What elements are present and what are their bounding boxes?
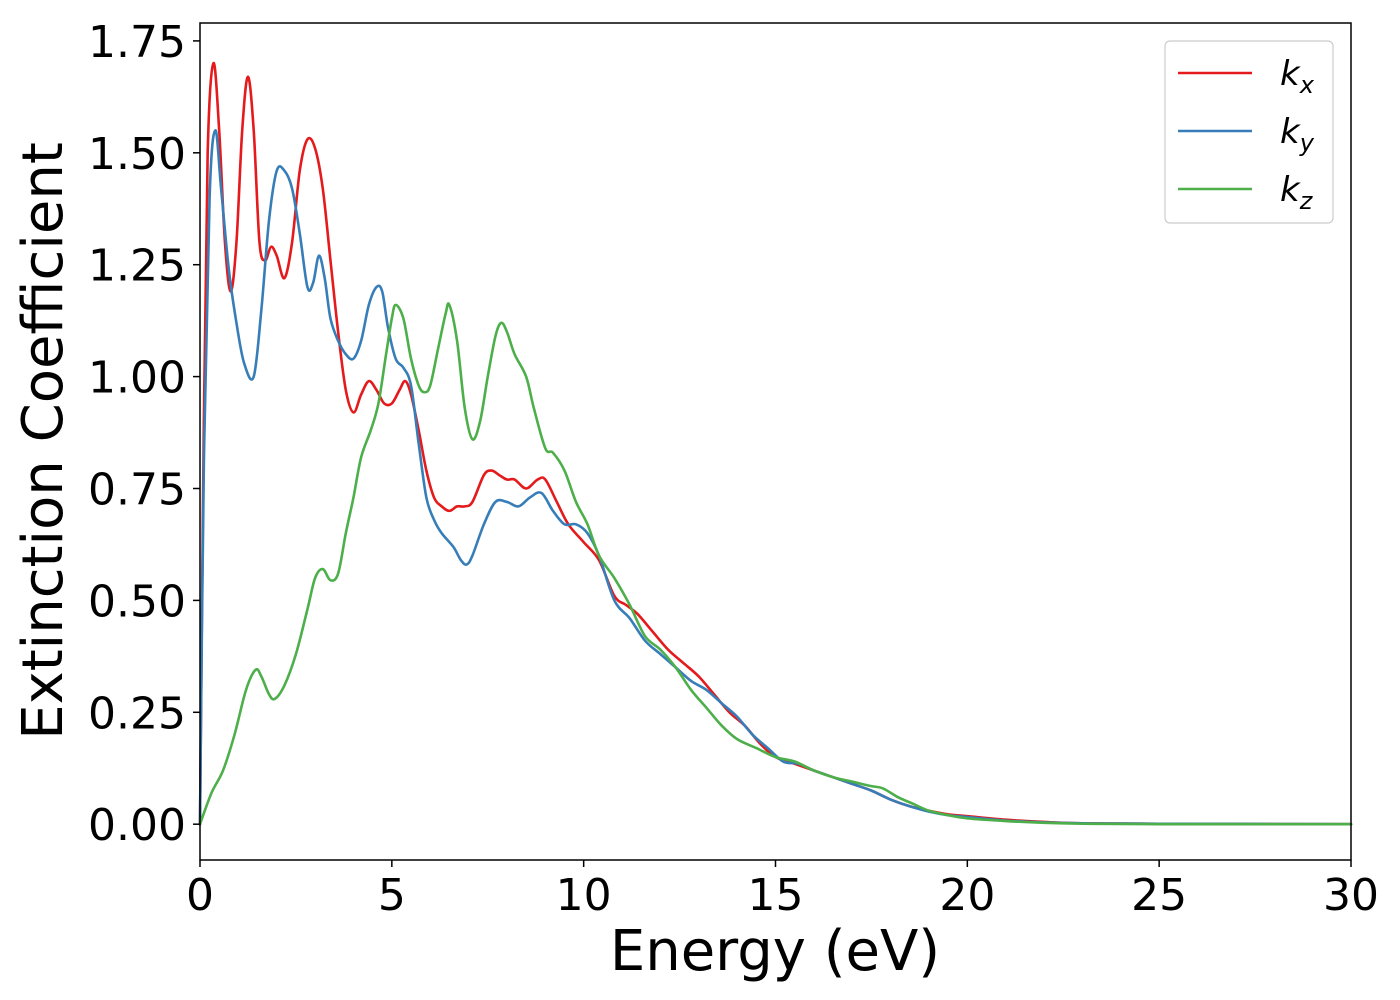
legend-label-y: ky [1280, 112, 1315, 157]
plot-area [200, 23, 1351, 860]
legend-label-x: kx [1280, 54, 1315, 99]
x-tick-label: 20 [939, 870, 995, 921]
x-axis-label: Energy (eV) [610, 919, 940, 984]
legend-label-z: kz [1280, 170, 1314, 215]
x-tick-label: 15 [748, 870, 804, 921]
x-tick-label: 30 [1323, 870, 1379, 921]
y-tick-label: 0.00 [88, 800, 186, 851]
y-tick-label: 1.75 [88, 17, 186, 68]
x-tick-label: 0 [186, 870, 214, 921]
x-tick-label: 10 [556, 870, 612, 921]
x-tick-label: 5 [378, 870, 406, 921]
y-tick-label: 1.00 [88, 353, 186, 404]
y-tick-label: 0.25 [88, 688, 186, 739]
series-layer [198, 61, 1353, 826]
y-tick-label: 1.25 [88, 241, 186, 292]
y-axis: 0.00 0.25 0.50 0.75 1.00 1.25 1.50 1.75 [88, 17, 200, 851]
x-axis: 0 5 10 15 20 25 30 [186, 860, 1379, 921]
y-tick-label: 1.50 [88, 129, 186, 180]
legend: kx ky kz [1164, 40, 1334, 224]
series-line-z [198, 302, 1353, 826]
y-tick-label: 0.75 [88, 464, 186, 515]
y-tick-label: 0.50 [88, 576, 186, 627]
x-tick-label: 25 [1131, 870, 1187, 921]
y-axis-label: Extinction Coefficient [11, 142, 76, 740]
